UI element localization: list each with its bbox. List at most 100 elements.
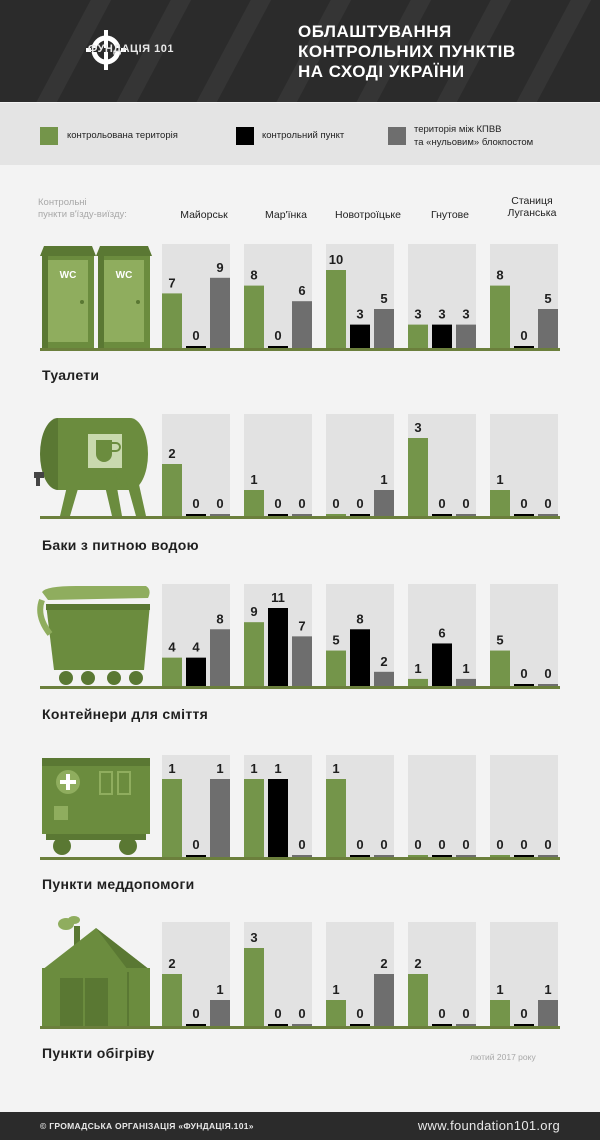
bar-checkpoint-stanytsia-luhanska [514,855,534,857]
data-label: 8 [216,611,223,626]
category-label-line-1: Станиця [511,195,553,207]
data-label: 1 [414,661,421,676]
bar-controlled-marinka [244,285,264,348]
data-label: 1 [274,761,281,776]
legend-swatch-controlled [40,127,58,145]
data-label: 0 [520,1006,527,1021]
bar-between-hnutove [456,678,476,686]
bar-controlled-maiorsk [162,293,182,348]
bar-between-maiorsk [210,629,230,686]
data-label: 5 [544,291,551,306]
footer-copyright: © ГРОМАДСЬКА ОРГАНІЗАЦІЯ «ФУНДАЦІЯ.101» [40,1121,254,1131]
date-note: лютий 2017 року [470,1052,536,1062]
data-label: 3 [414,420,421,435]
bar-between-marinka [292,301,312,348]
bar-between-marinka [292,1024,312,1026]
category-label: Гнутове [431,209,469,221]
data-label: 9 [216,260,223,275]
title-line-3: НА СХОДІ УКРАЇНИ [298,62,465,81]
bar-checkpoint-stanytsia-luhanska [514,684,534,686]
bar-between-marinka [292,636,312,686]
data-label: 2 [414,956,421,971]
data-label: 2 [168,956,175,971]
data-label: 0 [298,1006,305,1021]
category-label: Майорськ [180,209,228,221]
footer-website-link[interactable]: www.foundation101.org [417,1118,560,1133]
data-label: 5 [380,291,387,306]
bar-between-hnutove [456,324,476,348]
section-title-water: Баки з питною водою [42,537,199,553]
title-line-2: КОНТРОЛЬНИХ ПУНКТІВ [298,42,516,61]
bar-between-novotroitske [374,490,394,516]
svg-text:WC: WC [116,270,133,281]
data-label: 8 [356,611,363,626]
bar-checkpoint-stanytsia-luhanska [514,1024,534,1026]
bar-checkpoint-marinka [268,779,288,857]
bar-controlled-stanytsia-luhanska [490,650,510,686]
bar-controlled-hnutove [408,855,428,857]
data-label: 11 [271,590,285,605]
checkpoints-label: Контрольні пункти в'їзду-виїзду: [38,197,158,221]
data-label: 1 [250,761,257,776]
category-label: Новотроїцьке [335,209,401,221]
bar-checkpoint-marinka [268,608,288,686]
data-label: 0 [520,666,527,681]
bar-checkpoint-maiorsk [186,346,206,348]
bar-checkpoint-stanytsia-luhanska [514,514,534,516]
legend-label-between-2: та «нульовим» блокпостом [414,137,534,148]
section-title-trash: Контейнери для сміття [42,706,209,722]
bar-checkpoint-maiorsk [186,1024,206,1026]
checkpoint-name-marinka: Мар'їнка [244,209,328,221]
bar-checkpoint-novotroitske [350,855,370,857]
data-label: 0 [438,837,445,852]
data-label: 0 [520,837,527,852]
data-label: 0 [544,837,551,852]
data-label: 8 [250,268,257,283]
data-label: 1 [544,982,551,997]
bar-controlled-novotroitske [326,779,346,857]
heating-tent-icon [42,916,150,1026]
panel-background [490,755,558,857]
logo-text: ФУНДАЦІЯ 101 [88,43,174,55]
bar-between-maiorsk [210,779,230,857]
wc-toilets-icon: WC WC [40,246,152,348]
data-label: 0 [414,837,421,852]
data-label: 2 [380,956,387,971]
data-label: 0 [192,496,199,511]
checkpoint-name-maiorsk: Майорськ [162,209,246,221]
bar-controlled-marinka [244,948,264,1026]
data-label: 0 [544,496,551,511]
bar-checkpoint-maiorsk [186,855,206,857]
section-line-heating [40,1026,560,1029]
section-line-trash [40,686,560,689]
data-label: 7 [298,618,305,633]
bar-between-stanytsia-luhanska [538,514,558,516]
data-label: 0 [298,837,305,852]
data-label: 0 [298,496,305,511]
data-label: 5 [332,633,339,648]
data-label: 0 [274,1006,281,1021]
legend-label-checkpoint: контрольний пункт [262,130,345,141]
bar-controlled-marinka [244,490,264,516]
legend: контрольована територія контрольний пунк… [0,103,600,165]
data-label: 0 [192,1006,199,1021]
bar-between-marinka [292,514,312,516]
data-label: 1 [250,472,257,487]
section-line-medical [40,857,560,860]
data-label: 0 [274,328,281,343]
legend-swatch-between [388,127,406,145]
data-label: 0 [192,328,199,343]
data-label: 7 [168,275,175,290]
bar-controlled-hnutove [408,678,428,686]
bar-controlled-maiorsk [162,464,182,516]
category-label: Мар'їнка [265,209,307,221]
bar-between-novotroitske [374,855,394,857]
data-label: 1 [216,761,223,776]
bar-between-stanytsia-luhanska [538,1000,558,1026]
bar-checkpoint-novotroitske [350,1024,370,1026]
water-tank-icon [34,418,148,516]
data-label: 0 [438,496,445,511]
bar-checkpoint-marinka [268,1024,288,1026]
data-label: 0 [380,837,387,852]
